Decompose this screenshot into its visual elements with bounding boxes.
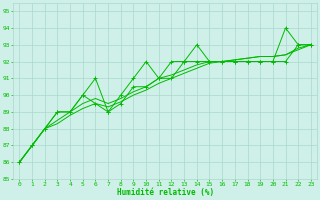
X-axis label: Humidité relative (%): Humidité relative (%) (116, 188, 214, 197)
